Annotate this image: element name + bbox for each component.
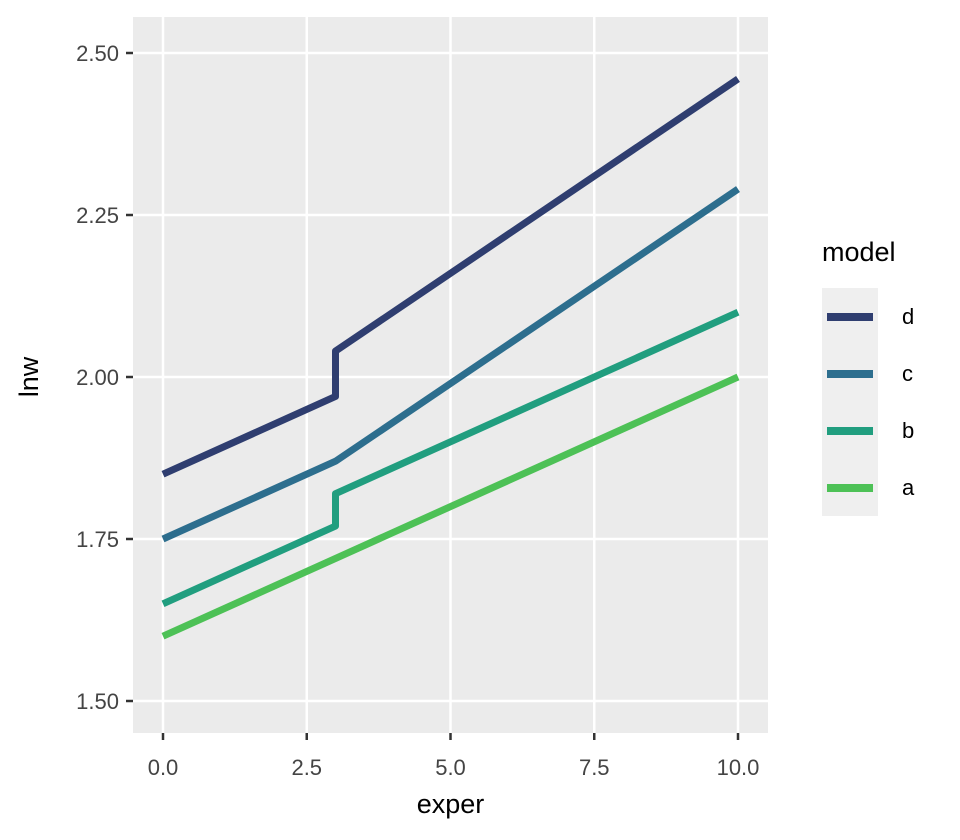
legend-item-c: c [822, 345, 914, 402]
y-axis-title: lnw [14, 356, 44, 398]
x-axis-title: exper [416, 789, 485, 819]
legend-items: d c b a [822, 288, 914, 516]
legend-title: model [822, 237, 896, 267]
x-tick-label: 10.0 [717, 755, 760, 780]
series-line-d [161, 76, 740, 478]
legend-label-a: a [902, 474, 915, 500]
x-tick-label: 2.5 [291, 755, 322, 780]
y-tick-label: 2.00 [76, 365, 119, 390]
series-line-c [161, 186, 740, 543]
y-tick-label: 1.50 [76, 689, 119, 714]
legend-swatch-b [827, 427, 873, 435]
legend-key-a [822, 459, 878, 516]
y-tick-label: 2.50 [76, 41, 119, 66]
x-tick-label: 0.0 [148, 755, 179, 780]
legend-label-c: c [902, 360, 913, 386]
legend-swatch-d [827, 313, 873, 321]
legend-label-d: d [902, 303, 915, 329]
x-tick-label: 5.0 [435, 755, 466, 780]
legend-label-b: b [902, 417, 915, 443]
legend-key-b [822, 402, 878, 459]
legend: model d c b a [822, 236, 914, 516]
series-line-a [161, 373, 740, 640]
y-tick-label: 1.75 [76, 527, 119, 552]
series-line-b [161, 309, 740, 607]
x-tick-label: 7.5 [579, 755, 610, 780]
legend-item-a: a [822, 459, 914, 516]
y-tick-label: 2.25 [76, 203, 119, 228]
legend-swatch-c [827, 370, 873, 378]
legend-item-d: d [822, 288, 914, 345]
legend-key-d [822, 288, 878, 345]
legend-key-c [822, 345, 878, 402]
legend-item-b: b [822, 402, 914, 459]
legend-swatch-a [827, 484, 873, 492]
